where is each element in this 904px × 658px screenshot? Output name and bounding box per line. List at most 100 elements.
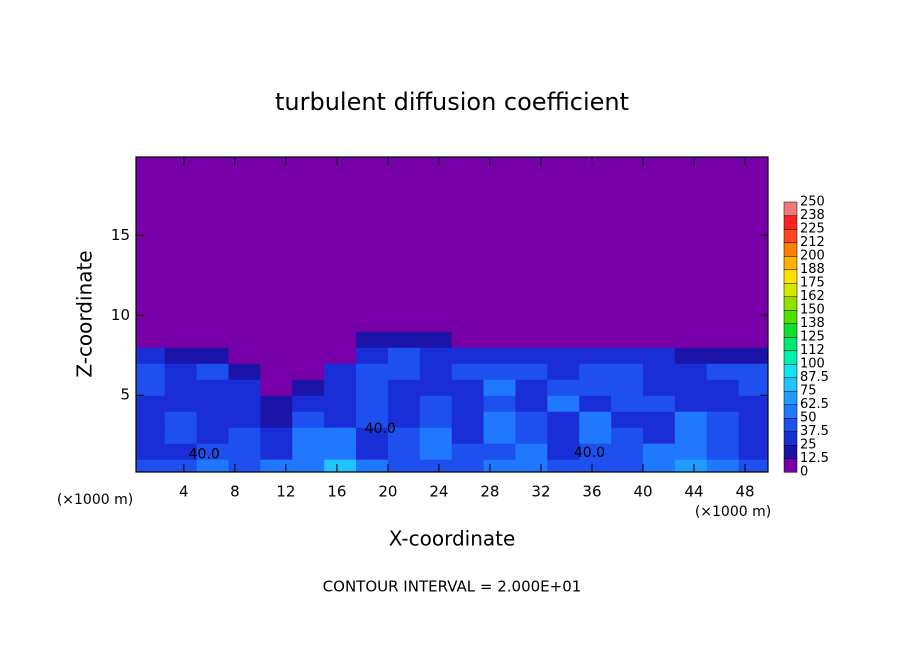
heatmap-cell	[515, 363, 548, 380]
heatmap-cell	[579, 443, 612, 460]
heatmap-cell	[260, 379, 293, 396]
heatmap-cell	[451, 443, 485, 460]
heatmap-cell	[706, 363, 740, 380]
heatmap-cell	[674, 459, 708, 472]
colorbar-label: 87.5	[800, 370, 829, 385]
colorbar-label: 37.5	[800, 424, 829, 439]
heatmap-cell	[451, 395, 485, 412]
heatmap-cell	[579, 427, 612, 444]
heatmap-cell	[136, 363, 166, 380]
colorbar-label: 225	[800, 222, 825, 237]
colorbar-band	[783, 390, 798, 406]
heatmap-cell	[260, 331, 293, 348]
heatmap-cell	[643, 331, 676, 348]
heatmap-cell	[136, 379, 166, 396]
x-tick-label: 4	[179, 483, 189, 501]
colorbar-band	[783, 242, 798, 257]
colorbar-band	[783, 228, 798, 244]
colorbar-band	[783, 350, 798, 365]
heatmap-cell	[515, 411, 548, 428]
heatmap-cell	[228, 443, 261, 460]
heatmap-cell	[164, 395, 198, 412]
heatmap-cell	[260, 363, 293, 380]
plot-frame	[135, 156, 769, 473]
heatmap-cell	[674, 411, 708, 428]
colorbar-label: 50	[800, 411, 817, 426]
heatmap-cell	[164, 443, 198, 460]
heatmap-cell	[419, 427, 453, 444]
heatmap-cell	[674, 379, 708, 396]
heatmap-cell	[324, 427, 357, 444]
heatmap-cell	[579, 347, 612, 364]
heatmap-cell	[164, 347, 198, 364]
heatmap-cell	[228, 427, 261, 444]
heatmap-cell	[292, 379, 325, 396]
colorbar-band	[783, 269, 798, 284]
y-tick-label: 15	[111, 226, 130, 244]
heatmap-cell	[451, 459, 485, 472]
heatmap-cell	[136, 157, 166, 332]
heatmap-cell	[356, 427, 389, 444]
heatmap-cell	[483, 395, 516, 412]
heatmap-cell	[706, 395, 740, 412]
colorbar-label: 200	[800, 249, 825, 264]
heatmap-cell	[483, 411, 516, 428]
heatmap-cell	[451, 347, 485, 364]
x-tick-label: 20	[378, 483, 397, 501]
colorbar-band	[783, 431, 798, 446]
heatmap-cell	[419, 443, 453, 460]
x-unit-label: (×1000 m)	[695, 504, 771, 520]
colorbar-band	[783, 296, 798, 311]
heatmap-cell	[292, 363, 325, 380]
heatmap-cell	[674, 443, 708, 460]
heatmap-cell	[515, 379, 548, 396]
heatmap-cell	[738, 363, 768, 380]
heatmap-cell	[547, 411, 580, 428]
colorbar-band	[783, 363, 798, 379]
colorbar-label: 125	[800, 330, 825, 345]
colorbar-label: 188	[800, 262, 825, 277]
heatmap-cell	[674, 347, 708, 364]
heatmap-cell	[611, 411, 644, 428]
colorbar-band	[783, 215, 798, 230]
colorbar-band	[783, 201, 798, 217]
heatmap-cell	[324, 459, 357, 472]
heatmap-cell	[419, 331, 453, 348]
heatmap-cell	[136, 411, 166, 428]
heatmap-cell	[356, 157, 389, 332]
colorbar-label: 62.5	[800, 397, 829, 412]
colorbar-label: 112	[800, 343, 825, 358]
contour-label: 40.0	[365, 421, 396, 437]
heatmap-cell	[483, 459, 516, 472]
colorbar-band	[783, 255, 798, 271]
x-tick-label: 40	[633, 483, 652, 501]
heatmap-cell	[643, 427, 676, 444]
heatmap-cell	[451, 331, 485, 348]
colorbar-label: 100	[800, 357, 825, 372]
heatmap-cell	[738, 347, 768, 364]
heatmap-cell	[260, 395, 293, 412]
heatmap-cell	[738, 331, 768, 348]
x-tick-label: 12	[276, 483, 295, 501]
heatmap-cell	[611, 395, 644, 412]
heatmap-cell	[515, 459, 548, 472]
heatmap-cell	[292, 459, 325, 472]
heatmap-cell	[260, 427, 293, 444]
heatmap-cell	[547, 379, 580, 396]
heatmap-cell	[706, 427, 740, 444]
heatmap-cell	[706, 443, 740, 460]
colorbar-label: 75	[800, 384, 817, 399]
heatmap-cell	[196, 363, 229, 380]
heatmap-cell	[738, 157, 768, 332]
heatmap-cell	[738, 443, 768, 460]
heatmap-cell	[547, 157, 580, 332]
heatmap-cell	[292, 347, 325, 364]
heatmap-cell	[706, 379, 740, 396]
heatmap-cell	[643, 459, 676, 472]
heatmap-cell	[611, 157, 644, 332]
heatmap-cell	[674, 363, 708, 380]
heatmap-cell	[136, 395, 166, 412]
heatmap-cell	[324, 363, 357, 380]
heatmap-cell	[738, 379, 768, 396]
colorbar-band	[783, 377, 798, 392]
